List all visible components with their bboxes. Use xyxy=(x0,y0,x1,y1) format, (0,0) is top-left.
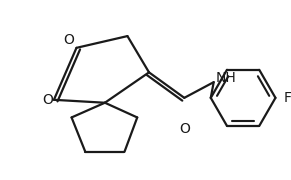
Text: NH: NH xyxy=(216,71,236,85)
Text: O: O xyxy=(63,33,74,47)
Text: F: F xyxy=(283,91,291,105)
Text: O: O xyxy=(42,93,54,107)
Text: O: O xyxy=(179,122,190,136)
